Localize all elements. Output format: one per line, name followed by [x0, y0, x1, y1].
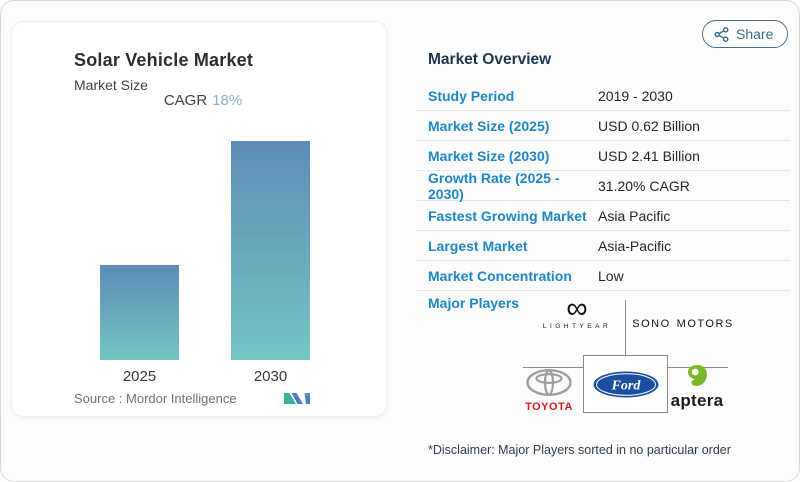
toyota-wordmark: TOYOTA	[525, 401, 573, 413]
row-value: Low	[598, 267, 624, 284]
share-label: Share	[736, 26, 774, 42]
aptera-wordmark: aptera	[670, 391, 724, 410]
row-value: 31.20% CAGR	[598, 177, 690, 194]
row-label: Market Size (2025)	[428, 117, 550, 134]
row-label: Market Size (2030)	[428, 147, 550, 164]
lightyear-logo: ∞ LIGHTYEAR	[531, 292, 623, 331]
share-icon	[714, 26, 729, 42]
bar-label-2030: 2030	[253, 368, 288, 385]
overview-table: Study Period 2019 - 2030 Market Size (20…	[417, 81, 790, 291]
cagr-value: 18%	[212, 92, 243, 109]
aptera-logo: aptera	[663, 364, 731, 409]
row-value: 2019 - 2030	[598, 87, 673, 104]
bar-label-2025: 2025	[122, 368, 157, 385]
table-row-growth-rate: Growth Rate (2025 - 2030) 31.20% CAGR	[417, 169, 790, 202]
ford-logo-cell: Ford	[583, 355, 668, 413]
table-row-fastest-growing-market: Fastest Growing Market Asia Pacific	[417, 201, 790, 231]
aptera-leaf-icon	[687, 365, 707, 386]
cagr-annotation: CAGR 18%	[138, 92, 268, 109]
sono-wordmark-right: MOTORS	[676, 318, 734, 330]
table-row-largest-market: Largest Market Asia-Pacific	[417, 231, 790, 261]
bar-2030	[231, 141, 310, 360]
share-button[interactable]: Share	[702, 20, 789, 48]
row-label: Largest Market	[428, 237, 528, 254]
cagr-label: CAGR	[163, 92, 208, 109]
bar-2025	[100, 265, 179, 360]
table-row-market-concentration: Market Concentration Low	[417, 261, 790, 291]
toyota-emblem-icon	[526, 368, 572, 397]
sono-motors-logo: SONO MOTORS	[632, 314, 734, 334]
toyota-logo: TOYOTA	[515, 368, 583, 413]
row-label: Market Concentration	[428, 267, 572, 284]
chart-title: Solar Vehicle Market	[74, 50, 254, 70]
table-row-market-size-2030: Market Size (2030) USD 2.41 Billion	[417, 141, 790, 171]
players-grid-horizontal-divider-left	[523, 367, 583, 368]
sono-wordmark-left: SONO	[632, 318, 671, 330]
table-row-market-size-2025: Market Size (2025) USD 0.62 Billion	[417, 111, 790, 141]
table-row-study-period: Study Period 2019 - 2030	[417, 81, 790, 111]
row-label: Study Period	[428, 87, 515, 104]
overview-heading: Market Overview	[428, 51, 552, 68]
mordor-intelligence-logo	[284, 393, 310, 404]
market-size-chart-card: Solar Vehicle Market Market Size CAGR 18%…	[11, 21, 387, 417]
row-label: Growth Rate (2025 - 2030)	[428, 169, 560, 202]
row-label: Fastest Growing Market	[428, 207, 587, 224]
row-value: USD 0.62 Billion	[598, 117, 700, 134]
row-value: USD 2.41 Billion	[598, 147, 700, 164]
lightyear-wordmark: LIGHTYEAR	[542, 323, 612, 330]
source-attribution: Source : Mordor Intelligence	[74, 391, 237, 406]
players-grid-vertical-divider	[625, 300, 626, 355]
disclaimer-text: *Disclaimer: Major Players sorted in no …	[428, 443, 731, 457]
infinity-icon: ∞	[566, 292, 588, 325]
chart-subtitle: Market Size	[74, 77, 148, 93]
major-players-label: Major Players	[428, 295, 520, 311]
row-value: Asia-Pacific	[598, 237, 672, 254]
svg-text:Ford: Ford	[610, 378, 641, 393]
row-value: Asia Pacific	[598, 207, 671, 224]
ford-logo: Ford	[593, 371, 658, 397]
